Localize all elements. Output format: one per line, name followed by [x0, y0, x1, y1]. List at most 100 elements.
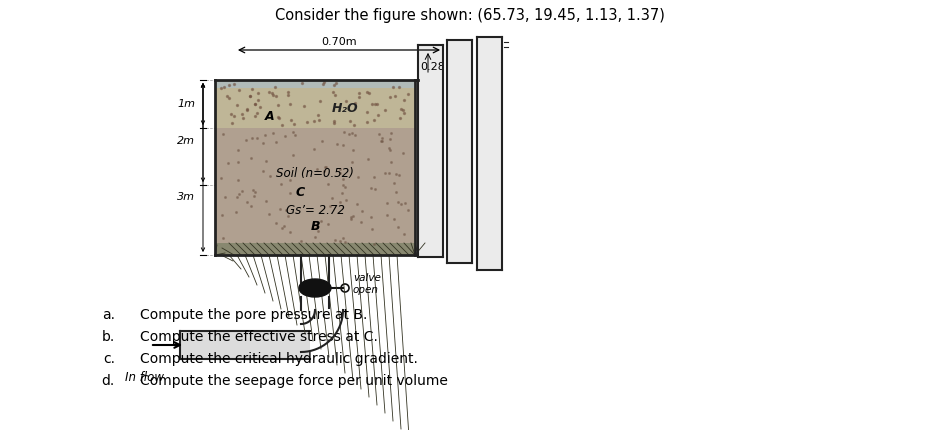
Ellipse shape [299, 279, 331, 297]
Point [345, 129, 360, 136]
Point [368, 100, 383, 107]
Point [321, 220, 336, 227]
Point [323, 202, 338, 209]
Point [387, 179, 402, 186]
Point [230, 177, 245, 184]
Point [390, 224, 405, 230]
Point [268, 83, 283, 90]
Point [337, 128, 352, 135]
Point [347, 122, 362, 129]
Point [397, 200, 412, 206]
Text: 0.28: 0.28 [420, 62, 445, 72]
Point [286, 151, 301, 158]
Point [243, 155, 258, 162]
Point [342, 118, 357, 125]
Point [311, 227, 326, 234]
Point [360, 155, 375, 162]
Point [393, 200, 408, 207]
Point [383, 159, 398, 166]
Point [335, 190, 350, 197]
Point [354, 219, 369, 226]
Point [271, 101, 286, 108]
Point [257, 131, 273, 138]
Point [221, 160, 236, 166]
Point [248, 189, 263, 196]
Point [346, 213, 361, 220]
Bar [447, 40, 472, 263]
Point [250, 110, 265, 117]
Point [248, 101, 263, 108]
Point [391, 171, 406, 178]
Point [400, 91, 415, 98]
Point [296, 102, 311, 109]
Point [280, 92, 295, 98]
Point [373, 138, 389, 144]
Point [314, 137, 329, 144]
Point [347, 99, 362, 106]
Bar [215, 243, 415, 255]
Point [216, 131, 231, 138]
Point [326, 120, 341, 127]
Text: In flow: In flow [125, 371, 164, 384]
Text: 2m: 2m [177, 135, 195, 146]
Point [247, 100, 262, 107]
Point [229, 193, 244, 200]
Point [328, 91, 343, 98]
Point [268, 92, 283, 99]
Point [268, 219, 283, 226]
Point [283, 189, 298, 196]
Text: C: C [295, 187, 305, 200]
Point [312, 97, 327, 104]
Text: 0.70m: 0.70m [322, 37, 356, 47]
Point [316, 79, 331, 86]
Point [386, 83, 401, 90]
Point [287, 121, 302, 128]
Point [251, 97, 266, 104]
Bar [215, 80, 415, 128]
Point [309, 166, 324, 172]
Point [355, 208, 370, 215]
Point [318, 164, 333, 171]
Point [359, 108, 374, 115]
Point [217, 194, 232, 201]
Point [345, 159, 360, 166]
Text: B: B [310, 221, 320, 233]
Text: c.: c. [103, 352, 115, 366]
Point [326, 81, 341, 88]
Point [239, 107, 254, 114]
Point [325, 89, 340, 95]
Point [371, 112, 386, 119]
Text: Compute the critical hydraulic gradient.: Compute the critical hydraulic gradient. [140, 352, 418, 366]
Point [372, 131, 387, 138]
Point [348, 132, 363, 139]
Point [294, 80, 309, 86]
Point [223, 111, 239, 117]
Point [246, 193, 261, 200]
Bar [215, 80, 415, 88]
Point [256, 168, 271, 175]
Point [269, 138, 284, 145]
Point [390, 198, 405, 205]
Point [374, 135, 389, 141]
Point [226, 112, 241, 119]
Point [261, 210, 276, 217]
Point [377, 169, 392, 176]
Point [232, 190, 247, 197]
Point [274, 121, 290, 128]
Point [243, 203, 258, 209]
Point [391, 84, 406, 91]
Point [282, 101, 297, 108]
Text: Compute the effective stress at C.: Compute the effective stress at C. [140, 330, 378, 344]
Point [316, 80, 331, 87]
Point [338, 183, 353, 190]
Text: d.: d. [102, 374, 115, 388]
Point [240, 105, 255, 112]
Point [239, 136, 254, 143]
Point [273, 205, 288, 212]
Point [379, 211, 394, 218]
Point [384, 129, 399, 136]
Point [383, 93, 398, 100]
Point [401, 207, 416, 214]
Point [395, 149, 410, 156]
Point [281, 89, 296, 96]
